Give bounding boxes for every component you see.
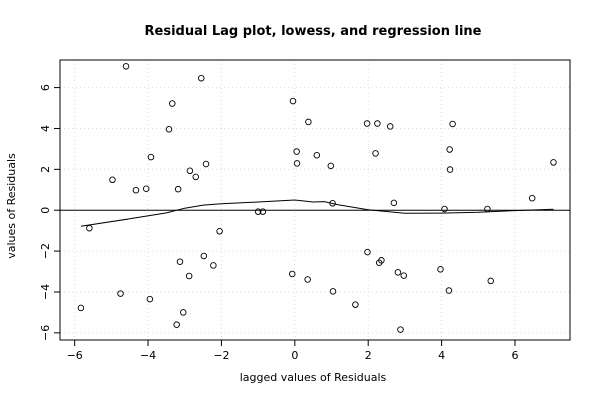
data-point bbox=[173, 321, 180, 328]
data-point bbox=[165, 126, 173, 133]
y-tick-label: −6 bbox=[39, 325, 52, 341]
data-point bbox=[378, 257, 385, 264]
points-layer bbox=[77, 63, 557, 333]
data-point bbox=[86, 224, 93, 232]
data-point bbox=[216, 228, 223, 235]
y-axis: −6 −4 −2 0 2 4 6 bbox=[39, 84, 61, 341]
data-point bbox=[142, 185, 150, 193]
data-point bbox=[445, 287, 453, 294]
x-tick-label: 0 bbox=[291, 349, 298, 362]
data-point bbox=[304, 276, 311, 283]
data-point bbox=[180, 309, 187, 316]
data-point bbox=[289, 270, 296, 278]
data-point bbox=[364, 248, 371, 256]
data-point bbox=[293, 148, 300, 155]
data-point bbox=[441, 205, 448, 213]
data-point bbox=[487, 277, 494, 285]
data-point bbox=[132, 186, 140, 194]
y-tick-label: 6 bbox=[39, 84, 52, 91]
data-point bbox=[528, 194, 536, 202]
x-tick-label: −2 bbox=[213, 349, 229, 362]
data-point bbox=[372, 150, 379, 157]
data-point bbox=[449, 120, 456, 128]
data-point bbox=[146, 295, 154, 303]
data-point bbox=[329, 288, 337, 295]
data-point bbox=[390, 199, 398, 207]
data-point bbox=[185, 272, 193, 280]
data-point bbox=[169, 100, 176, 107]
data-point bbox=[437, 266, 444, 273]
data-point bbox=[77, 304, 85, 312]
data-point bbox=[200, 252, 208, 260]
data-point bbox=[394, 269, 402, 276]
data-point bbox=[386, 123, 394, 130]
data-point bbox=[289, 97, 297, 105]
data-point bbox=[550, 159, 557, 166]
data-point bbox=[446, 166, 454, 173]
data-point bbox=[176, 258, 184, 265]
data-point bbox=[198, 74, 205, 82]
data-point bbox=[147, 153, 155, 161]
data-point bbox=[352, 301, 359, 308]
data-point bbox=[327, 162, 335, 170]
data-point bbox=[254, 208, 262, 215]
data-point bbox=[293, 160, 301, 167]
x-tick-label: 4 bbox=[438, 349, 445, 362]
x-tick-label: −6 bbox=[67, 349, 83, 362]
chart-title: Residual Lag plot, lowess, and regressio… bbox=[145, 24, 482, 39]
y-tick-label: −2 bbox=[39, 243, 52, 259]
plot-frame bbox=[59, 59, 571, 341]
y-axis-label: values of Residuals bbox=[5, 153, 18, 259]
y-tick-label: −4 bbox=[39, 284, 52, 300]
x-axis-label: lagged values of Residuals bbox=[240, 371, 387, 384]
x-tick-label: 6 bbox=[511, 349, 518, 362]
data-point bbox=[109, 176, 116, 184]
data-point bbox=[305, 118, 312, 126]
data-point bbox=[259, 208, 267, 215]
lowess-line bbox=[80, 199, 554, 227]
grid-layer bbox=[60, 60, 570, 340]
data-point bbox=[313, 151, 321, 159]
x-tick-label: −4 bbox=[140, 349, 156, 362]
data-point bbox=[484, 205, 491, 213]
data-point bbox=[122, 63, 130, 70]
data-point bbox=[192, 173, 200, 181]
data-point bbox=[174, 185, 182, 193]
x-axis: −6 −4 −2 0 2 4 6 bbox=[67, 339, 518, 362]
data-point bbox=[374, 120, 381, 127]
data-point bbox=[446, 146, 453, 153]
data-point bbox=[186, 167, 194, 175]
data-point bbox=[202, 160, 210, 168]
data-point bbox=[117, 290, 124, 297]
data-point bbox=[400, 272, 408, 279]
y-tick-label: 4 bbox=[39, 125, 52, 132]
y-tick-label: 0 bbox=[39, 207, 52, 214]
data-point bbox=[329, 200, 336, 207]
data-point bbox=[363, 120, 371, 127]
x-tick-label: 2 bbox=[365, 349, 372, 362]
data-point bbox=[210, 262, 217, 269]
data-point bbox=[397, 326, 404, 333]
y-tick-label: 2 bbox=[39, 166, 52, 173]
